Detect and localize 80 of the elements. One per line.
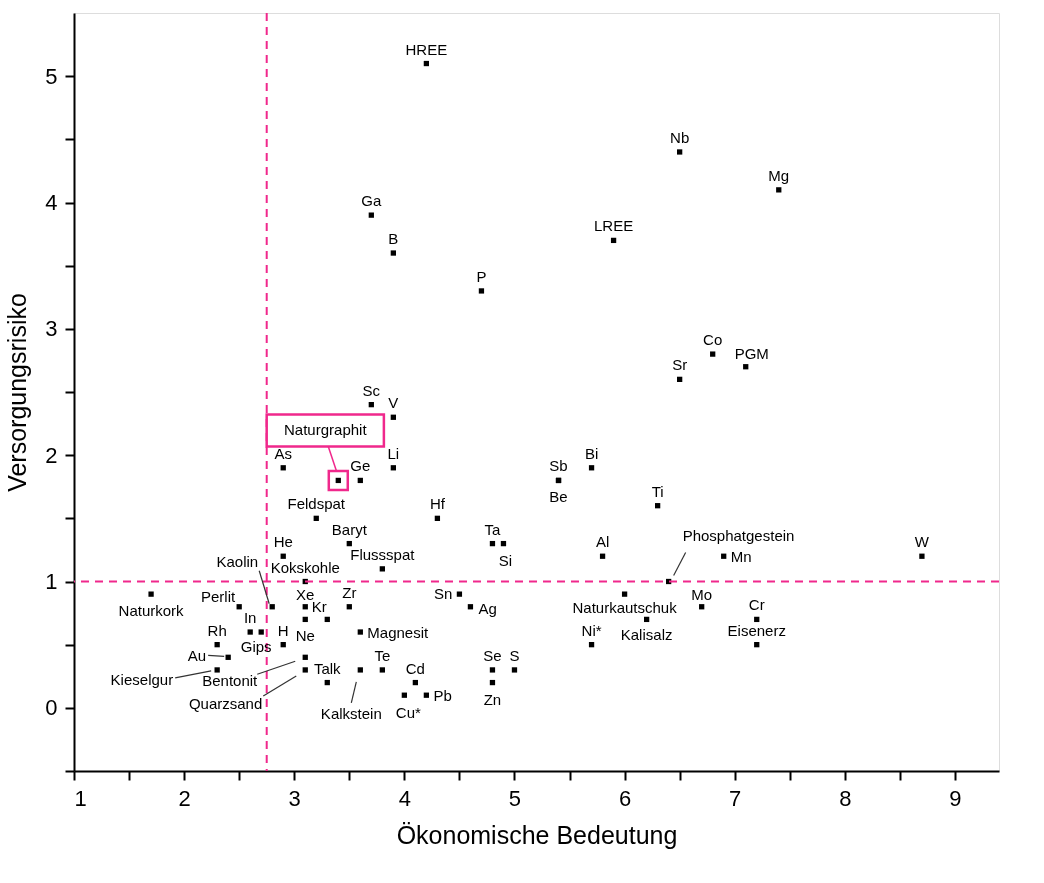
data-label: Eisenerz <box>727 621 786 639</box>
data-label: Flussspat <box>350 545 416 563</box>
data-label: Co <box>703 331 723 349</box>
data-label: Phosphatgestein <box>682 526 795 544</box>
y-tick-label: 2 <box>45 442 58 468</box>
data-label: Kieselgur <box>110 670 174 688</box>
x-tick-label: 7 <box>729 785 742 811</box>
x-tick-label: 5 <box>508 785 522 811</box>
data-label: He <box>273 533 293 551</box>
data-label: Be <box>549 488 568 506</box>
data-label: Sn <box>434 585 453 603</box>
data-label: Ni* <box>581 621 602 639</box>
data-label: Kokskohle <box>270 558 340 576</box>
data-label: Ne <box>295 627 315 645</box>
data-label: Kalkstein <box>320 704 382 722</box>
data-label: Nb <box>670 128 690 146</box>
data-label: Sc <box>362 381 381 399</box>
data-label: Ga <box>361 192 382 210</box>
annotation: Naturgraphit <box>284 421 368 439</box>
x-tick-label: 1 <box>74 785 87 811</box>
data-label: PGM <box>734 344 769 362</box>
data-label: B <box>388 230 399 248</box>
data-label: Al <box>595 533 610 551</box>
x-tick-label: 8 <box>839 785 852 811</box>
x-tick-label: 6 <box>618 785 632 811</box>
data-label: Perlit <box>200 587 236 605</box>
data-label: Feldspat <box>287 495 346 513</box>
x-tick-label: 9 <box>949 785 962 811</box>
data-label: Baryt <box>331 520 368 538</box>
data-label: Se <box>483 646 502 664</box>
data-label: Bi <box>584 444 599 462</box>
data-label: H <box>277 621 289 639</box>
y-tick-label: 4 <box>45 190 58 215</box>
x-axis-title: Ökonomische Bedeutung <box>396 820 678 849</box>
y-tick-label: 0 <box>45 695 58 721</box>
data-label: Ta <box>484 520 502 538</box>
data-label: Cd <box>405 659 425 677</box>
data-label: V <box>388 394 399 412</box>
data-label: In <box>243 609 257 627</box>
data-label: Si <box>498 551 513 569</box>
data-label: Hf <box>429 495 446 513</box>
data-label: Naturkork <box>118 602 185 620</box>
data-label: Magnesit <box>367 624 430 642</box>
data-label: Talk <box>313 659 342 677</box>
data-label: Ag <box>478 599 497 617</box>
data-label: Rh <box>207 621 227 639</box>
data-label: Cu* <box>395 704 422 722</box>
data-label: S <box>509 646 520 664</box>
data-label: Zr <box>342 583 357 601</box>
data-label: Kaolin <box>216 552 259 570</box>
y-tick-label: 1 <box>45 569 58 594</box>
data-label: W <box>914 533 930 551</box>
data-label: Xe <box>296 585 315 603</box>
data-label: Mg <box>768 166 790 184</box>
data-label: Ti <box>651 482 664 500</box>
data-label: LREE <box>593 217 634 235</box>
data-label: Bentonit <box>202 672 259 690</box>
data-label: Ge <box>350 457 371 475</box>
data-label: Sr <box>672 356 688 374</box>
y-tick-label: 3 <box>45 316 58 342</box>
x-tick-label: 3 <box>288 785 301 811</box>
data-label: Zn <box>483 690 502 708</box>
x-tick-label: 2 <box>178 785 191 811</box>
data-label: Mo <box>691 585 713 603</box>
data-label: HREE <box>405 40 448 58</box>
data-label: Li <box>387 444 400 462</box>
data-label: Pb <box>433 687 452 705</box>
y-axis-title: Versorgungsrisiko <box>3 293 32 492</box>
data-label: Te <box>374 646 391 664</box>
data-label: Au <box>187 647 207 665</box>
data-label: Kalisalz <box>620 626 673 644</box>
data-label: Quarzsand <box>188 694 263 712</box>
data-label: Cr <box>748 596 765 614</box>
x-tick-label: 4 <box>398 785 411 811</box>
data-label: As <box>274 444 292 462</box>
data-label: P <box>476 267 487 285</box>
y-tick-label: 5 <box>45 63 58 89</box>
data-label: Mn <box>730 548 752 566</box>
data-label: Sb <box>549 457 568 475</box>
data-label: Naturkautschuk <box>572 599 678 617</box>
